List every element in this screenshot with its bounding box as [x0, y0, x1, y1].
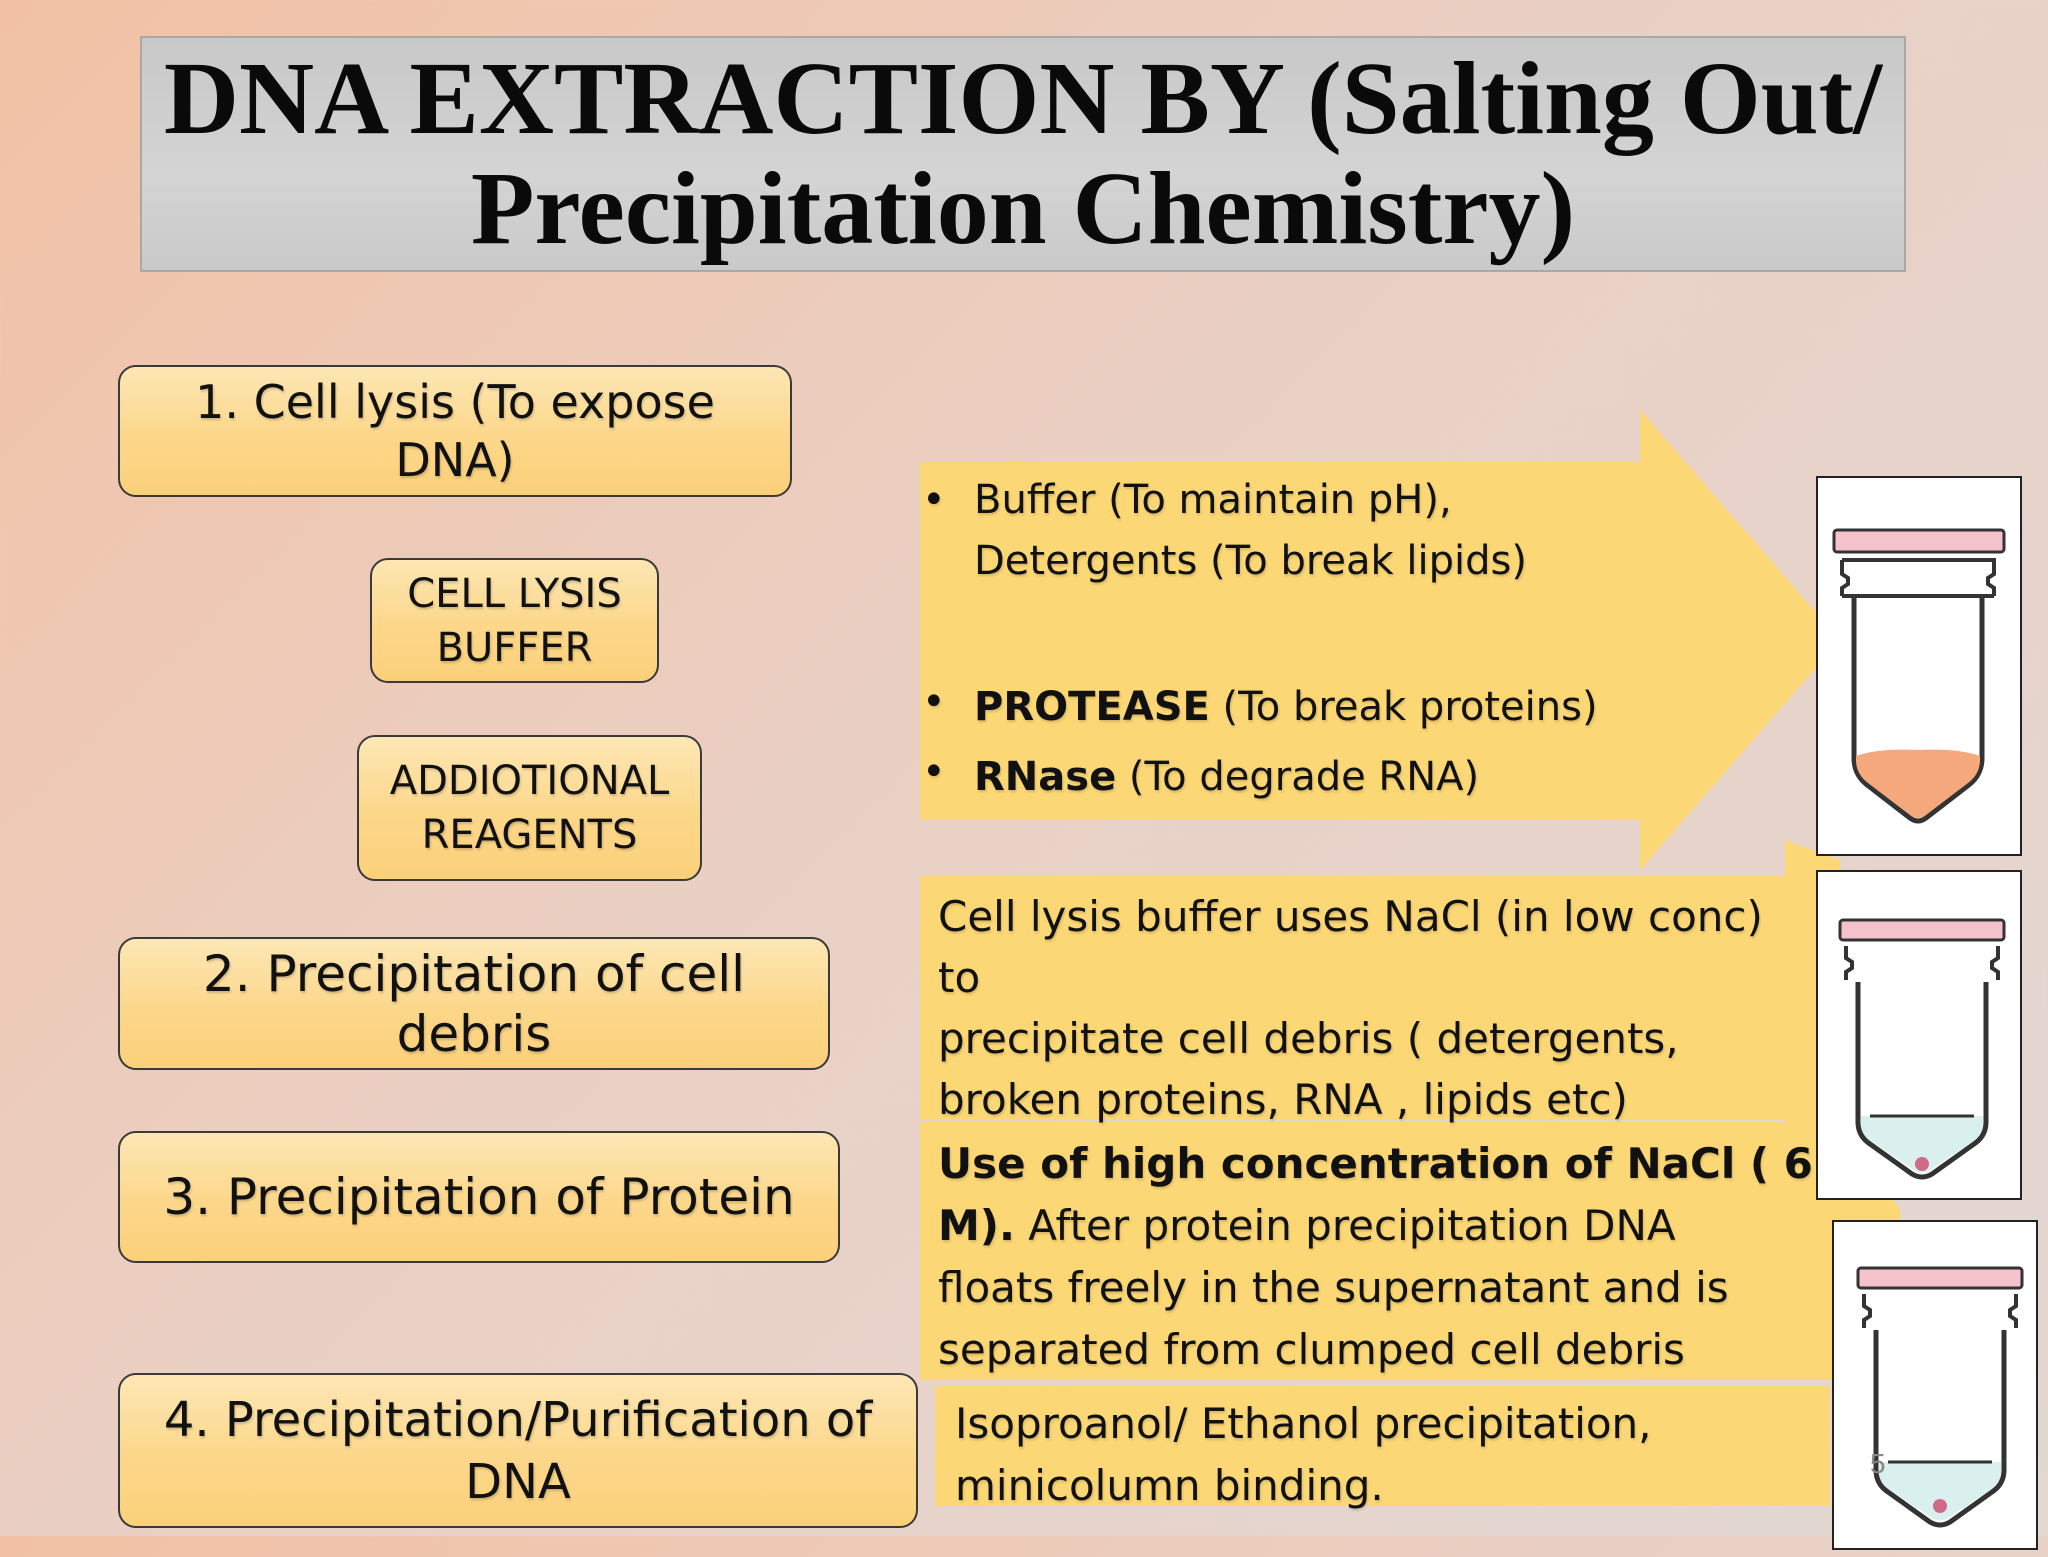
cell-lysis-buffer-line-2: BUFFER [436, 624, 593, 671]
protease-label: PROTEASE [974, 684, 1210, 730]
bullet-protease: • PROTEASE (To break proteins) [920, 672, 1660, 742]
debris-line-1: Cell lysis buffer uses NaCl (in low conc… [938, 892, 1763, 1002]
protein-line-3: floats freely in the supernatant and is [938, 1263, 1729, 1312]
tube-debris-box [1816, 870, 2022, 1200]
bullet-rnase: • RNase (To degrade RNA) [920, 742, 1660, 812]
tube-lysate-icon [1832, 528, 2006, 824]
step2-cell-debris-box: 2. Precipitation of cell debris [118, 937, 830, 1070]
title-box: DNA EXTRACTION BY (Salting Out/ Precipit… [140, 36, 1906, 272]
bullet-dot: • [922, 679, 946, 725]
step4-line-2: DNA [465, 1453, 571, 1510]
step1-cell-lysis-box: 1. Cell lysis (To expose DNA) [118, 365, 792, 497]
additional-reagents-line-2: REAGENTS [421, 812, 638, 858]
detergents-text: Detergents (To break lipids) [974, 538, 1527, 584]
additional-reagents-line-1: ADDIOTIONAL [389, 758, 670, 804]
cell-lysis-buffer-line-1: CELL LYSIS [407, 570, 622, 617]
tube-debris-icon [1838, 918, 2006, 1180]
step1-line-2: DNA) [395, 433, 515, 487]
step4-line-1: 4. Precipitation/Purification of [163, 1391, 873, 1448]
debris-arrow [920, 840, 1840, 1160]
tube-dna-icon [1856, 1266, 2024, 1528]
step4-dna-box: 4. Precipitation/Purification of DNA [118, 1373, 918, 1528]
debris-line-2: precipitate cell debris ( detergents, [938, 1014, 1679, 1063]
protein-line-4: separated from clumped cell debris [938, 1325, 1685, 1374]
title-line-1: DNA EXTRACTION BY (Salting Out/ [163, 41, 1883, 156]
debris-line-3: broken proteins, RNA , lipids etc) [938, 1075, 1628, 1124]
protein-panel [920, 1122, 1900, 1380]
dna-line-2: minicolumn binding. [955, 1461, 1384, 1510]
protein-line-2-bold: M). [938, 1201, 1015, 1250]
bullet-dot: • [922, 749, 946, 795]
protein-panel-text: Use of high concentration of NaCl ( 6 M)… [938, 1133, 1818, 1381]
step3-protein-box: 3. Precipitation of Protein [118, 1131, 840, 1263]
dna-panel [935, 1386, 1830, 1506]
buffer-text: Buffer (To maintain pH), [974, 477, 1452, 523]
lysis-panel-text: • Buffer (To maintain pH), Detergents (T… [920, 470, 1660, 812]
dna-panel-text: Isoproanol/ Ethanol precipitation, minic… [955, 1393, 1815, 1517]
step2-label: 2. Precipitation of cell debris [202, 944, 746, 1063]
tube-dna-box [1832, 1220, 2038, 1550]
dna-line-1: Isoproanol/ Ethanol precipitation, [955, 1399, 1652, 1448]
bullet-dot: • [922, 477, 946, 523]
step1-line-1: 1. Cell lysis (To expose [195, 375, 715, 429]
step3-label: 3. Precipitation of Protein [163, 1168, 795, 1226]
additional-reagents-box: ADDIOTIONAL REAGENTS [357, 735, 702, 881]
title-line-2: Precipitation Chemistry) [470, 151, 1576, 266]
lysis-arrow [920, 410, 1840, 870]
protein-line-2: After protein precipitation DNA [1014, 1201, 1676, 1250]
protease-desc: (To break proteins) [1209, 684, 1598, 730]
slide-number: 5 [1870, 1448, 1886, 1479]
rnase-desc: (To degrade RNA) [1116, 754, 1480, 800]
bullet-buffer: • Buffer (To maintain pH), Detergents (T… [920, 470, 1660, 592]
debris-panel-text: Cell lysis buffer uses NaCl (in low conc… [938, 886, 1818, 1130]
protein-line-1: Use of high concentration of NaCl ( 6 [938, 1139, 1813, 1188]
cell-lysis-buffer-box: CELL LYSIS BUFFER [370, 558, 659, 683]
tube-lysate-box [1816, 476, 2022, 856]
rnase-label: RNase [974, 754, 1117, 800]
